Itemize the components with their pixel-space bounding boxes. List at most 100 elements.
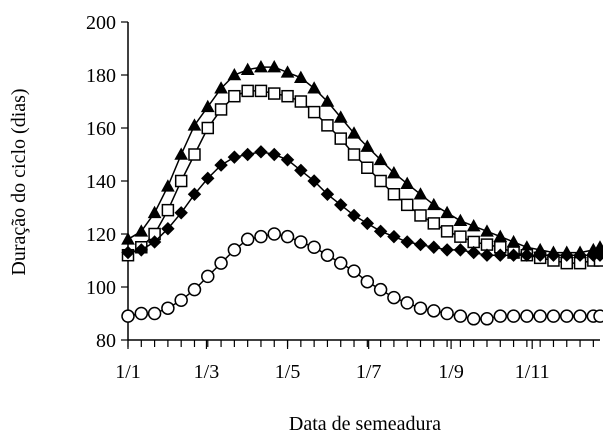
data-point	[174, 293, 188, 307]
data-point	[466, 219, 481, 232]
data-point	[361, 161, 374, 174]
x-tick-label: 1/7	[356, 361, 382, 383]
x-axis-title: Data de semeadura	[289, 413, 441, 435]
data-point	[227, 67, 242, 81]
data-point	[453, 309, 468, 323]
y-tick-label: 80	[96, 330, 116, 352]
data-point	[187, 187, 202, 201]
data-point	[533, 248, 547, 262]
data-point	[134, 224, 149, 237]
data-point	[413, 237, 428, 252]
data-point	[294, 235, 308, 249]
data-point	[360, 274, 375, 289]
data-point	[360, 139, 375, 152]
x-tick-label: 1/5	[275, 361, 301, 383]
data-point	[373, 152, 388, 166]
data-point	[427, 240, 441, 254]
data-point	[440, 225, 454, 238]
data-point	[214, 103, 228, 116]
data-point	[400, 235, 414, 249]
data-point	[387, 188, 401, 201]
x-tick-label: 1/1	[115, 361, 141, 383]
data-point	[493, 309, 508, 323]
data-point	[188, 148, 201, 161]
data-point	[360, 216, 375, 231]
data-point	[214, 81, 228, 94]
data-point	[333, 256, 348, 270]
data-point	[240, 232, 255, 247]
data-point	[480, 248, 494, 262]
data-point	[440, 306, 454, 321]
y-tick-label: 140	[86, 171, 116, 193]
data-point	[466, 245, 481, 260]
data-point	[400, 296, 414, 310]
data-point	[134, 306, 149, 321]
data-point	[161, 301, 175, 315]
data-point	[294, 95, 308, 108]
data-point	[373, 224, 388, 239]
data-point	[414, 209, 427, 222]
data-point	[560, 248, 574, 262]
data-point	[307, 174, 321, 188]
data-point	[347, 126, 361, 139]
data-point	[147, 205, 162, 219]
data-point	[374, 174, 387, 188]
data-point	[400, 198, 414, 212]
data-point	[227, 243, 242, 257]
data-point	[161, 179, 175, 192]
data-point	[593, 309, 603, 323]
data-point	[201, 121, 215, 135]
data-point	[161, 203, 175, 217]
data-point	[466, 312, 481, 326]
data-point	[240, 147, 255, 162]
data-point	[161, 221, 175, 236]
data-point	[134, 243, 149, 257]
data-point	[200, 99, 215, 113]
data-point	[121, 309, 135, 323]
x-tick-label: 1/3	[194, 361, 220, 383]
data-point	[520, 248, 534, 262]
data-point	[347, 148, 361, 161]
data-point	[174, 206, 188, 220]
data-point	[201, 269, 215, 284]
series-2-line	[127, 90, 600, 264]
data-point	[334, 198, 348, 212]
data-point	[228, 89, 241, 103]
data-point	[533, 309, 547, 323]
data-point	[387, 166, 401, 179]
data-point	[413, 301, 428, 315]
data-point	[268, 87, 281, 100]
data-point	[453, 243, 468, 257]
x-tick-label: 1/9	[438, 361, 464, 383]
data-point	[413, 187, 428, 200]
data-point	[121, 245, 135, 260]
data-point	[280, 153, 295, 167]
data-point	[573, 248, 587, 262]
data-point	[201, 171, 215, 186]
data-point	[347, 208, 361, 223]
y-tick-label: 120	[86, 224, 116, 246]
series-2	[121, 84, 603, 270]
data-point	[280, 65, 295, 78]
data-point	[467, 235, 480, 249]
data-point	[480, 238, 494, 251]
data-point	[440, 205, 454, 219]
data-point	[440, 243, 454, 257]
y-tick-label: 160	[86, 118, 116, 140]
y-tick-label: 200	[86, 12, 116, 34]
data-point	[187, 282, 202, 297]
data-point	[174, 174, 188, 188]
data-point	[480, 224, 494, 237]
data-point	[121, 232, 135, 245]
data-point	[546, 248, 561, 262]
series-3	[121, 145, 603, 262]
data-point	[214, 158, 228, 172]
data-point	[147, 235, 162, 249]
data-point	[520, 309, 534, 323]
data-point	[593, 248, 603, 262]
data-point	[280, 229, 295, 244]
data-point	[334, 132, 347, 145]
data-point	[560, 309, 574, 323]
series-layer	[121, 60, 603, 326]
data-point	[427, 217, 441, 230]
